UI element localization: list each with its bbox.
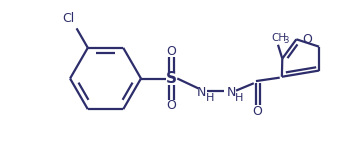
Text: N: N xyxy=(197,86,207,99)
Text: H: H xyxy=(206,92,214,103)
Text: 3: 3 xyxy=(284,35,289,45)
Text: O: O xyxy=(166,99,176,112)
Text: O: O xyxy=(166,45,176,58)
Text: S: S xyxy=(166,71,177,86)
Text: H: H xyxy=(235,92,244,103)
Text: CH: CH xyxy=(272,33,287,43)
Text: O: O xyxy=(303,33,312,46)
Text: O: O xyxy=(253,105,263,118)
Text: N: N xyxy=(227,86,236,99)
Text: Cl: Cl xyxy=(63,12,75,25)
